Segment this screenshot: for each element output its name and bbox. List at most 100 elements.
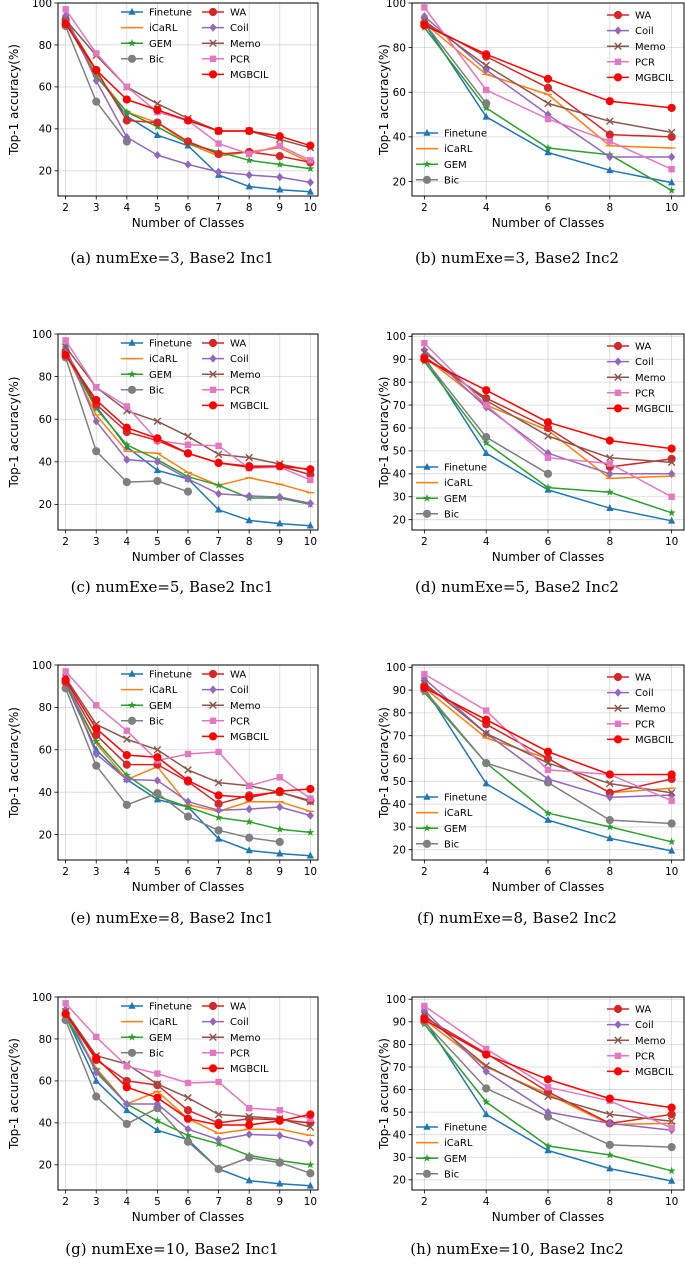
data-point [92, 724, 101, 733]
data-point [184, 797, 192, 806]
data-point [306, 187, 314, 195]
data-point [668, 516, 676, 524]
legend-marker [209, 1049, 217, 1056]
data-point [606, 1164, 614, 1172]
data-point [122, 750, 131, 760]
legend-marker [422, 509, 432, 518]
data-point [214, 1135, 223, 1144]
legend-label: Memo [230, 370, 261, 381]
legend-entry-icarl: iCaRL [121, 1017, 178, 1028]
data-point [122, 95, 131, 104]
data-point [61, 675, 70, 684]
x-tick-label: 2 [62, 202, 69, 214]
legend-entry-gem: GEM [121, 39, 172, 50]
legend-entry-pcr: PCR [202, 716, 250, 727]
legend-entry-wa: WA [202, 8, 246, 19]
data-point [153, 476, 162, 486]
data-point [183, 449, 193, 458]
data-point [306, 1160, 315, 1169]
data-point [421, 339, 428, 347]
data-point [605, 1150, 614, 1159]
series-pcr [421, 4, 675, 173]
data-point [668, 152, 676, 162]
legend-label: PCR [230, 385, 250, 396]
legend-label: PCR [230, 1048, 250, 1059]
data-point [153, 745, 162, 754]
data-point [214, 450, 223, 459]
data-point [92, 447, 101, 456]
caption: (g) numExe=10, Base2 Inc1 [65, 1240, 278, 1258]
data-point [667, 103, 676, 112]
legend-marker [423, 1154, 431, 1162]
x-ticks: 2 3 4 5 6 7 8 9 10 [62, 530, 317, 548]
legend-entry-finetune: Finetune [416, 129, 487, 140]
data-point [667, 186, 676, 194]
legend-label: Coil [635, 688, 654, 699]
legend-marker [208, 1001, 218, 1011]
data-point [214, 805, 223, 815]
caption: (e) numExe=8, Base2 Inc1 [70, 909, 273, 927]
y-tick-label: 80 [393, 377, 406, 389]
data-point [183, 1137, 193, 1146]
x-tick-label: 8 [246, 1196, 253, 1208]
legend-marker [208, 70, 218, 79]
data-point [245, 1104, 253, 1112]
data-point [245, 782, 253, 790]
series-pcr [62, 1000, 314, 1122]
series-group [420, 4, 676, 194]
data-point [667, 444, 676, 453]
data-point [184, 766, 192, 774]
legend-marker [423, 824, 431, 832]
legend-label: Finetune [444, 793, 487, 804]
legend-marker [614, 704, 622, 712]
data-point [276, 774, 283, 781]
data-point [183, 1114, 193, 1123]
y-tick-label: 90 [393, 354, 406, 366]
x-tick-label: 3 [93, 866, 100, 878]
x-tick-label: 4 [483, 866, 490, 878]
x-tick-label: 2 [421, 536, 428, 548]
x-tick-label: 4 [123, 536, 130, 548]
y-tick-label: 80 [393, 708, 406, 720]
y-axis-label: Top-1 accuracy(%) [377, 707, 391, 819]
data-point [214, 1120, 223, 1130]
legend-entry-icarl: iCaRL [416, 144, 473, 155]
data-point [420, 1015, 429, 1024]
data-point [245, 463, 254, 472]
data-point [543, 1075, 553, 1084]
data-point [306, 851, 314, 859]
x-tick-label: 7 [215, 202, 222, 214]
x-tick-label: 4 [483, 536, 490, 548]
data-point [153, 753, 162, 762]
y-tick-label: 60 [393, 753, 406, 765]
data-point [668, 1124, 675, 1132]
series-bic [61, 353, 193, 496]
y-tick-label: 20 [39, 166, 52, 178]
y-tick-label: 20 [393, 845, 406, 857]
data-point [122, 760, 131, 769]
data-point [606, 166, 614, 174]
data-point [214, 1110, 223, 1119]
y-tick-label: 70 [393, 731, 406, 743]
legend-label: iCaRL [149, 23, 178, 34]
legend-marker [128, 701, 136, 709]
legend-marker [128, 370, 136, 378]
data-point [421, 1002, 428, 1010]
legend: Finetune iCaRL GEM Bic WA Coil Memo PCR MGBCIL [121, 670, 269, 743]
data-point [606, 152, 614, 162]
data-point [214, 778, 223, 787]
legend-marker [208, 7, 218, 17]
legend-marker [209, 370, 217, 378]
data-point [276, 519, 284, 527]
legend-entry-wa: WA [607, 673, 651, 684]
data-point [153, 1080, 162, 1088]
x-axis-label: Number of Classes [132, 216, 245, 230]
data-point [605, 1094, 614, 1103]
data-point [153, 434, 162, 443]
y-tick-label: 70 [393, 400, 406, 412]
data-point [123, 83, 131, 91]
x-tick-label: 4 [123, 1196, 130, 1208]
y-tick-label: 80 [393, 42, 406, 54]
data-point [605, 1140, 614, 1149]
